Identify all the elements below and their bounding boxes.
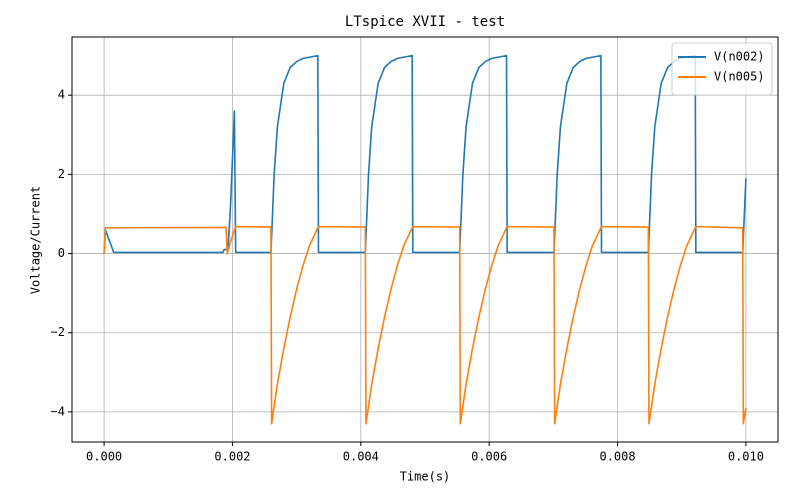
series-line <box>103 225 747 425</box>
y-tick-label: −2 <box>51 325 65 339</box>
legend-label: V(n002) <box>714 50 765 64</box>
legend-label: V(n005) <box>714 70 765 84</box>
x-axis-label: Time(s) <box>400 470 451 484</box>
x-tick-label: 0.010 <box>728 450 764 464</box>
x-tick-label: 0.004 <box>343 450 379 464</box>
y-axis-label: Voltage/Current <box>29 186 43 294</box>
x-tick-label: 0.008 <box>599 450 635 464</box>
x-tick-label: 0.006 <box>471 450 507 464</box>
y-tick-label: 4 <box>58 88 65 102</box>
y-tick-label: −4 <box>51 404 65 418</box>
x-tick-label: 0.000 <box>86 450 122 464</box>
y-tick-label: 2 <box>58 167 65 181</box>
x-tick-label: 0.002 <box>214 450 250 464</box>
plot-frame <box>71 36 779 443</box>
chart-title: LTspice XVII - test <box>345 14 505 30</box>
y-tick-label: 0 <box>58 246 65 260</box>
